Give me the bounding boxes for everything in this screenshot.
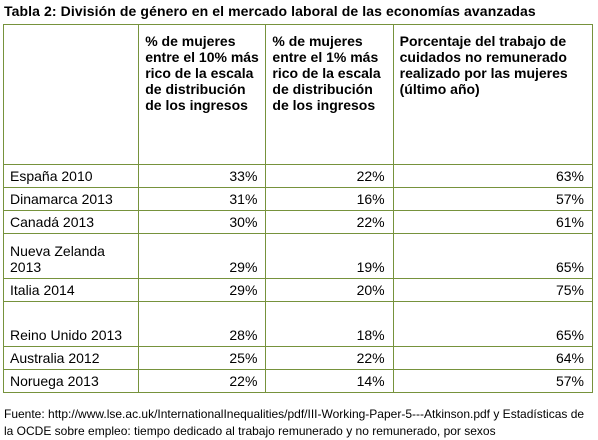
top1-cell: 14% <box>265 369 394 393</box>
top10-cell: 33% <box>138 164 267 188</box>
table-row: Canadá 2013 30% 22% 61% <box>2 210 594 234</box>
top1-cell: 19% <box>265 233 394 279</box>
table-row: Nueva Zelanda 2013 29% 19% 65% <box>2 233 594 279</box>
top1-cell: 18% <box>265 301 394 347</box>
care-cell: 75% <box>392 278 594 302</box>
top1-cell: 16% <box>265 187 394 211</box>
country-cell: España 2010 <box>2 164 140 188</box>
care-cell: 57% <box>392 187 594 211</box>
care-cell: 64% <box>392 346 594 370</box>
header-top10: % de mujeres entre el 10% más rico de la… <box>138 24 267 165</box>
table-row: Australia 2012 25% 22% 64% <box>2 346 594 370</box>
header-unpaid-care: Porcentaje del trabajo de cuidados no re… <box>392 24 594 165</box>
country-cell: Dinamarca 2013 <box>2 187 140 211</box>
top1-cell: 20% <box>265 278 394 302</box>
top10-cell: 22% <box>138 369 267 393</box>
top1-cell: 22% <box>265 346 394 370</box>
care-cell: 63% <box>392 164 594 188</box>
source-note: Fuente: http://www.lse.ac.uk/Internation… <box>4 407 585 438</box>
gender-division-table: % de mujeres entre el 10% más rico de la… <box>2 24 594 393</box>
top10-cell: 31% <box>138 187 267 211</box>
top10-cell: 29% <box>138 278 267 302</box>
care-cell: 65% <box>392 301 594 347</box>
header-top1: % de mujeres entre el 1% más rico de la … <box>265 24 394 165</box>
table-row: España 2010 33% 22% 63% <box>2 164 594 188</box>
top1-cell: 22% <box>265 164 394 188</box>
country-cell: Australia 2012 <box>2 346 140 370</box>
table-row: Dinamarca 2013 31% 16% 57% <box>2 187 594 211</box>
care-cell: 57% <box>392 369 594 393</box>
country-cell: Italia 2014 <box>2 278 140 302</box>
table-row: Noruega 2013 22% 14% 57% <box>2 369 594 393</box>
header-country <box>2 24 140 165</box>
country-cell: Nueva Zelanda 2013 <box>2 233 140 279</box>
top10-cell: 25% <box>138 346 267 370</box>
table-row: Reino Unido 2013 28% 18% 65% <box>2 301 594 347</box>
table-title: Tabla 2: División de género en el mercad… <box>4 3 536 19</box>
top10-cell: 28% <box>138 301 267 347</box>
country-cell: Canadá 2013 <box>2 210 140 234</box>
top1-cell: 22% <box>265 210 394 234</box>
table-header-row: % de mujeres entre el 10% más rico de la… <box>2 24 594 165</box>
top10-cell: 30% <box>138 210 267 234</box>
care-cell: 65% <box>392 233 594 279</box>
country-cell: Reino Unido 2013 <box>2 301 140 347</box>
top10-cell: 29% <box>138 233 267 279</box>
table-row: Italia 2014 29% 20% 75% <box>2 278 594 302</box>
care-cell: 61% <box>392 210 594 234</box>
country-cell: Noruega 2013 <box>2 369 140 393</box>
